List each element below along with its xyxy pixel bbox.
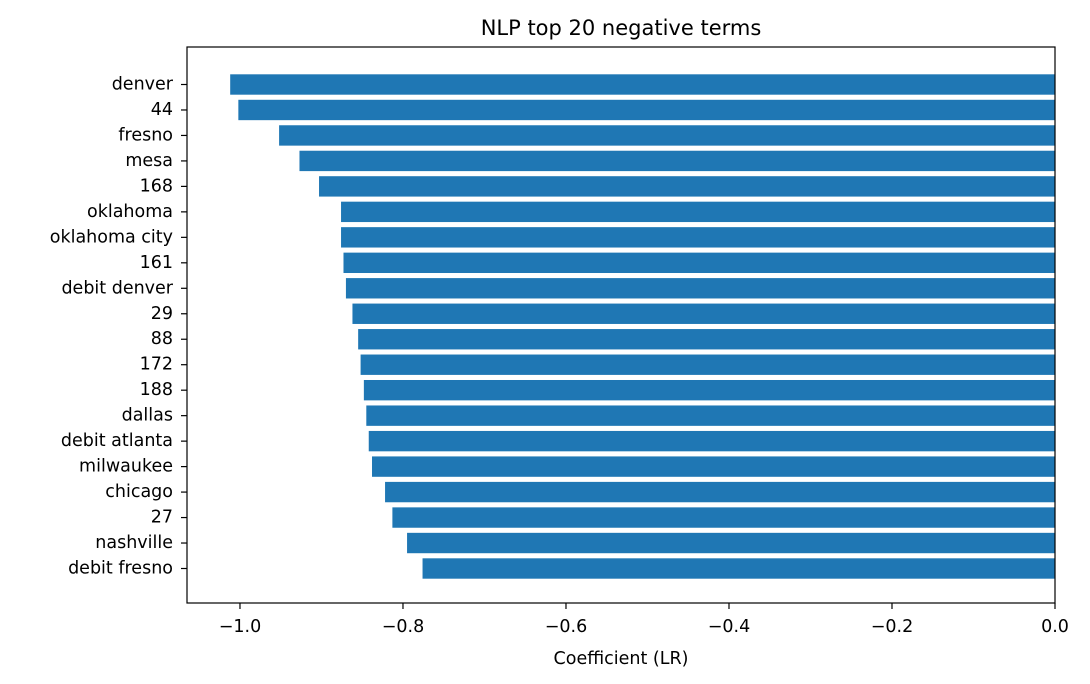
bar-10 [358, 329, 1056, 350]
chart-title: NLP top 20 negative terms [481, 16, 762, 40]
y-tick-label-15: milwaukee [79, 457, 173, 477]
y-axis: denver 44 fresno mesa 168 oklahoma oklahoma ci… [50, 75, 187, 579]
bar-0 [230, 74, 1056, 95]
y-tick-label-5: oklahoma [87, 202, 173, 222]
bar-3 [299, 150, 1055, 172]
bar-17 [392, 507, 1055, 528]
y-tick-label-13: dallas [122, 406, 173, 426]
bar-12 [363, 379, 1055, 401]
x-tick-label-4: −0.2 [871, 617, 914, 637]
y-tick-label-8: debit denver [61, 278, 173, 298]
bar-11 [360, 354, 1056, 375]
y-tick-label-12: 188 [140, 380, 173, 400]
bar-8 [345, 278, 1055, 299]
y-tick-label-16: chicago [105, 482, 173, 502]
bar-5 [341, 201, 1055, 223]
bar-4 [319, 176, 1055, 197]
bar-2 [279, 125, 1055, 146]
bars-group [230, 74, 1056, 579]
y-tick-label-4: 168 [140, 176, 173, 196]
x-tick-label-3: −0.4 [708, 617, 751, 637]
y-tick-label-7: 161 [140, 253, 173, 273]
y-tick-label-9: 29 [151, 304, 173, 324]
y-tick-label-11: 172 [140, 355, 173, 375]
bar-13 [366, 405, 1055, 426]
y-tick-label-3: mesa [125, 151, 173, 171]
y-tick-label-17: 27 [151, 508, 173, 528]
y-tick-label-2: fresno [118, 125, 173, 145]
y-tick-label-10: 88 [151, 329, 173, 349]
bar-14 [368, 430, 1055, 452]
bar-6 [341, 227, 1055, 248]
y-tick-label-6: oklahoma city [50, 227, 173, 247]
x-tick-label-1: −0.8 [382, 617, 425, 637]
bar-7 [343, 252, 1055, 274]
bar-16 [385, 481, 1056, 503]
y-tick-label-1: 44 [151, 100, 173, 120]
x-tick-label-5: 0.0 [1041, 617, 1069, 637]
bar-15 [372, 456, 1055, 477]
y-tick-label-0: denver [112, 75, 174, 95]
x-tick-label-2: −0.6 [545, 617, 588, 637]
bar-18 [407, 532, 1055, 554]
x-axis: −1.0 −0.8 −0.6 −0.4 −0.2 0.0 [219, 603, 1069, 637]
x-axis-label: Coefficient (LR) [554, 649, 689, 669]
y-tick-label-18: nashville [95, 533, 173, 553]
plot-frame [186, 46, 1056, 604]
bar-9 [352, 303, 1055, 324]
bar-1 [238, 99, 1055, 121]
bar-19 [422, 558, 1056, 579]
x-tick-label-0: −1.0 [219, 617, 262, 637]
y-tick-label-19: debit fresno [68, 559, 173, 579]
y-tick-label-14: debit atlanta [61, 431, 173, 451]
